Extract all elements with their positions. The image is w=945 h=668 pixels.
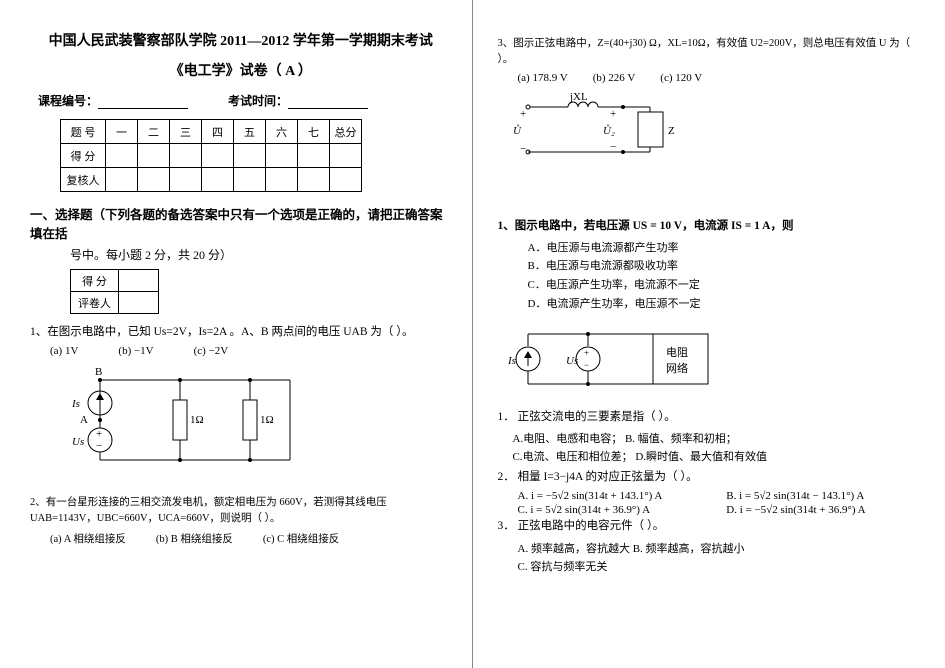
score-col: 三 xyxy=(170,120,202,144)
score-table: 题 号 一 二 三 四 五 六 七 总分 得 分 复核人 xyxy=(60,119,362,192)
score-col: 二 xyxy=(138,120,170,144)
table-row: 题 号 一 二 三 四 五 六 七 总分 xyxy=(61,120,362,144)
course-blank xyxy=(98,95,188,109)
option: D．电流源产生功率，电压源不一定 xyxy=(528,295,926,314)
info-row: 课程编号： 考试时间： xyxy=(30,92,452,109)
svg-text:+: + xyxy=(610,108,616,120)
option: A. 频率越高，容抗越大 B. 频率越高，容抗越小 xyxy=(518,540,926,559)
score-col: 四 xyxy=(202,120,234,144)
score-col: 一 xyxy=(106,120,138,144)
option: (c) 120 V xyxy=(660,72,702,84)
time-info: 考试时间： xyxy=(228,92,368,109)
question-2: 2、有一台星形连接的三相交流发电机，额定相电压为 660V，若测得其线电压 UA… xyxy=(30,495,452,527)
svg-text:−: − xyxy=(584,360,589,370)
option: (a) 1V xyxy=(50,345,78,357)
label-r1: 1Ω xyxy=(190,414,204,426)
section-sub: 号中。每小题 2 分，共 20 分） xyxy=(70,246,452,263)
q4-options: A．电压源与电流源都产生功率 B．电压源与电流源都吸收功率 C．电压源产生功率，… xyxy=(528,239,926,314)
q5-options: A.电阻、电感和电容； B. 幅值、频率和初相； C.电流、电压和相位差； D.… xyxy=(513,430,926,467)
svg-text:+: + xyxy=(584,348,589,358)
q2-options: (a) A 相绕组接反 (b) B 相绕组接反 (c) C 相绕组接反 xyxy=(50,531,452,546)
svg-text:+: + xyxy=(96,428,102,440)
option: (c) C 相绕组接反 xyxy=(263,531,339,546)
time-label: 考试时间： xyxy=(228,92,288,109)
table-row: 得 分 xyxy=(61,144,362,168)
option: (b) 226 V xyxy=(593,72,636,84)
option: B．电压源与电流源都吸收功率 xyxy=(528,257,926,276)
label-z: Z xyxy=(668,125,675,137)
question-5: 1． 正弦交流电的三要素是指（ ）。 xyxy=(498,409,926,426)
left-page: 中国人民武装警察部队学院 2011—2012 学年第一学期期末考试 《电工学》试… xyxy=(0,0,473,668)
question-3: 3、图示正弦电路中，Z=(40+j30) Ω，XL=10Ω，有效值 U2=200… xyxy=(498,36,926,68)
option: (b) −1V xyxy=(118,345,153,357)
option: D. i = −5√2 sin(314t + 36.9°) A xyxy=(726,504,925,516)
score-row-label: 得 分 xyxy=(61,144,106,168)
label-jxl: jXL xyxy=(569,92,588,103)
label-us: Us xyxy=(72,436,84,448)
option: B. i = 5√2 sin(314t − 143.1°) A xyxy=(726,490,925,502)
course-label: 课程编号： xyxy=(38,92,98,109)
time-blank xyxy=(288,95,368,109)
svg-text:−: − xyxy=(520,143,526,155)
score-col: 总分 xyxy=(330,120,362,144)
question-6: 2． 相量 I=3−j4A 的对应正弦量为（ ）。 xyxy=(498,469,926,486)
small-score-table: 得 分 评卷人 xyxy=(70,269,159,314)
score-col: 六 xyxy=(266,120,298,144)
option: (c) −2V xyxy=(194,345,229,357)
course-info: 课程编号： xyxy=(38,92,188,109)
right-page: 3、图示正弦电路中，Z=(40+j30) Ω，XL=10Ω，有效值 U2=200… xyxy=(473,0,945,668)
label-r2: 1Ω xyxy=(260,414,274,426)
option: A. i = −5√2 sin(314t + 143.1°) A xyxy=(518,490,717,502)
q6-options: A. i = −5√2 sin(314t + 143.1°) A B. i = … xyxy=(518,490,926,516)
small-score-label: 评卷人 xyxy=(71,292,119,314)
circuit-q4: Is + − Us 电阻 网络 xyxy=(508,324,926,399)
q1-options: (a) 1V (b) −1V (c) −2V xyxy=(50,345,452,357)
option: A.电阻、电感和电容； B. 幅值、频率和初相； xyxy=(513,430,926,449)
label-is: Is xyxy=(71,398,80,410)
label-u2: Ů₂ xyxy=(603,124,615,137)
option: (b) B 相绕组接反 xyxy=(156,531,233,546)
svg-text:+: + xyxy=(520,108,526,120)
score-row-label: 复核人 xyxy=(61,168,106,192)
option: (a) A 相绕组接反 xyxy=(50,531,126,546)
label-box1: 电阻 xyxy=(666,346,688,359)
score-col: 五 xyxy=(234,120,266,144)
section-heading: 一、选择题（下列各题的备选答案中只有一个选项是正确的，请把正确答案填在括 xyxy=(30,204,452,242)
svg-text:−: − xyxy=(610,141,616,153)
option: (a) 178.9 V xyxy=(518,72,568,84)
label-us2: Us xyxy=(566,355,578,367)
exam-title: 中国人民武装警察部队学院 2011—2012 学年第一学期期末考试 xyxy=(30,30,452,50)
small-score-label: 得 分 xyxy=(71,270,119,292)
label-u: Ů xyxy=(513,124,522,137)
label-box2: 网络 xyxy=(666,361,688,375)
circuit-q1: Is B A + − Us 1Ω 1Ω xyxy=(60,365,452,485)
label-a: A xyxy=(80,414,88,426)
svg-text:−: − xyxy=(96,440,102,452)
q7-options: A. 频率越高，容抗越大 B. 频率越高，容抗越小 C. 容抗与频率无关 xyxy=(518,540,926,577)
option: C．电压源产生功率，电流源不一定 xyxy=(528,276,926,295)
circuit-q3: jXL Ů + − Ů₂ + − Z xyxy=(508,92,926,172)
option: C. 容抗与频率无关 xyxy=(518,558,926,577)
option: C. i = 5√2 sin(314t + 36.9°) A xyxy=(518,504,717,516)
score-col: 七 xyxy=(298,120,330,144)
q3-options: (a) 178.9 V (b) 226 V (c) 120 V xyxy=(518,72,926,84)
exam-subtitle: 《电工学》试卷（ A ） xyxy=(30,60,452,80)
option: A．电压源与电流源都产生功率 xyxy=(528,239,926,258)
label-b: B xyxy=(95,366,102,378)
label-is2: Is xyxy=(508,355,516,367)
option: C.电流、电压和相位差； D.瞬时值、最大值和有效值 xyxy=(513,448,926,467)
question-7: 3． 正弦电路中的电容元件（ ）。 xyxy=(498,518,926,535)
question-4: 1、图示电路中，若电压源 US = 10 V，电流源 IS = 1 A，则 xyxy=(498,218,926,235)
table-row: 复核人 xyxy=(61,168,362,192)
question-1: 1、在图示电路中，已知 Us=2V，Is=2A 。A、B 两点间的电压 UAB … xyxy=(30,324,452,341)
score-hdr: 题 号 xyxy=(61,120,106,144)
